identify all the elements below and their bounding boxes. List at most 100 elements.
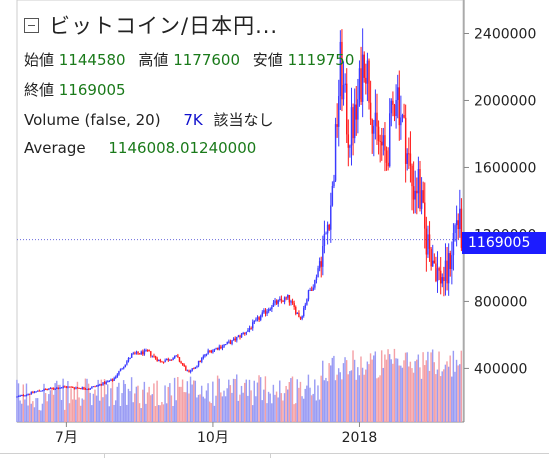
volume-bar — [180, 386, 182, 422]
candle-body — [197, 361, 200, 366]
volume-bar — [307, 374, 310, 422]
volume-bar — [401, 367, 404, 422]
volume-bar — [157, 405, 160, 422]
volume-bar — [355, 379, 357, 422]
candle-body — [264, 310, 267, 314]
volume-bar — [150, 395, 152, 422]
candle-body — [255, 319, 257, 321]
volume-bar — [59, 384, 61, 422]
last-price-tag: 1169005 — [462, 232, 546, 254]
candle-body — [16, 396, 18, 398]
candle-body — [100, 384, 103, 386]
candle-body — [242, 332, 244, 334]
volume-bar — [243, 382, 246, 422]
candle-body — [105, 381, 107, 384]
volume-bar — [379, 375, 381, 422]
volume-bar — [237, 400, 240, 422]
candle-body — [419, 169, 421, 209]
candle-body — [267, 309, 270, 312]
candle-body — [19, 395, 21, 397]
candle-body — [108, 380, 111, 382]
volume-bar — [100, 379, 103, 422]
candle-body — [167, 359, 170, 361]
candle-body — [237, 335, 240, 337]
volume-bar — [314, 379, 316, 422]
volume-bar — [177, 377, 179, 422]
volume-bar — [54, 383, 56, 422]
volume-bar — [43, 383, 45, 422]
candle-body — [102, 382, 104, 386]
volume-bar — [105, 394, 107, 422]
candle-body — [317, 268, 319, 278]
volume-bars — [16, 348, 463, 422]
candle-body — [140, 351, 142, 355]
y-tick-label: 2000000 — [474, 93, 536, 109]
volume-bar — [408, 366, 410, 422]
candle-body — [377, 126, 380, 141]
candle-body — [119, 368, 122, 372]
volume-bar — [447, 366, 450, 422]
title-row: ビットコイン/日本円... — [24, 10, 362, 40]
volume-bar — [73, 387, 75, 422]
candle-body — [22, 394, 25, 396]
volume-bar — [86, 378, 88, 422]
volume-bar — [414, 361, 416, 422]
volume-bar — [194, 380, 197, 422]
volume-bar — [376, 378, 378, 422]
candle-body — [306, 299, 308, 305]
candle-body — [216, 347, 219, 350]
volume-bar — [146, 392, 149, 422]
candle-body — [62, 386, 64, 388]
collapse-icon[interactable] — [24, 17, 39, 33]
volume-bar — [126, 404, 128, 422]
x-axis: 7月 10月 2018 — [55, 422, 377, 446]
candle-body — [95, 385, 98, 387]
volume-bar — [199, 394, 201, 422]
volume-bar — [51, 388, 53, 422]
candle-body — [411, 165, 413, 187]
candle-body — [201, 358, 203, 362]
volume-bar — [404, 352, 407, 422]
candle-body — [336, 124, 338, 127]
candle-body — [393, 104, 396, 117]
volume-bar — [385, 359, 388, 422]
candle-body — [296, 312, 299, 314]
volume-bar — [275, 391, 278, 422]
volume-bar — [285, 385, 287, 422]
candle-body — [250, 328, 252, 330]
candle-body — [68, 386, 71, 388]
volume-bar — [213, 405, 216, 422]
volume-bar — [57, 384, 60, 422]
candle-body — [154, 356, 157, 359]
volume-bar — [433, 362, 435, 422]
volume-bar — [205, 390, 208, 422]
candle-body — [433, 260, 436, 264]
legend: ビットコイン/日本円... 始値 1144580 高値 1177600 安値 1… — [24, 10, 362, 157]
volume-bar — [261, 400, 263, 422]
candle-body — [447, 253, 450, 284]
candle-body — [323, 234, 326, 246]
candle-body — [67, 386, 69, 388]
candle-body — [395, 100, 397, 117]
volume-bar — [121, 393, 123, 422]
candle-body — [115, 376, 117, 378]
footer-tick — [270, 453, 271, 458]
volume-bar — [460, 350, 463, 422]
candle-body — [427, 234, 429, 255]
candle-body — [312, 287, 314, 291]
volume-bar — [247, 395, 249, 422]
candle-body — [209, 350, 211, 352]
volume-bar — [36, 398, 39, 422]
candle-body — [207, 350, 209, 354]
volume-bar — [119, 406, 122, 422]
high-value: 1177600 — [173, 51, 240, 69]
volume-bar — [342, 363, 345, 422]
candle-body — [178, 357, 181, 362]
volume-bar — [263, 389, 265, 422]
volume-bar — [438, 351, 440, 422]
volume-bar — [439, 376, 442, 422]
candle-body — [162, 362, 165, 364]
candle-body — [280, 298, 283, 301]
volume-bar — [208, 401, 211, 422]
volume-bar — [28, 394, 31, 422]
